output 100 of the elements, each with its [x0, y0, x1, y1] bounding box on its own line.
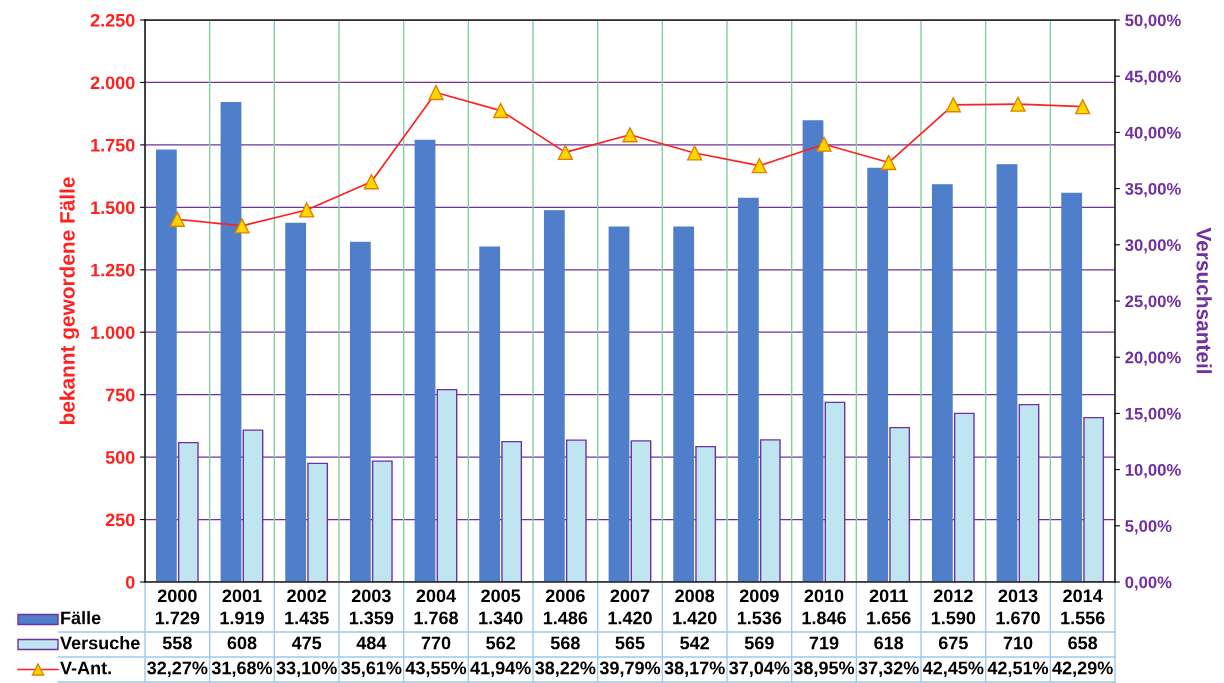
x-tick-label: 2000: [157, 589, 197, 603]
bar: [285, 222, 307, 582]
x-tick-label: 2010: [804, 589, 844, 603]
legend-label: V-Ant.: [60, 661, 111, 675]
data-label: 719: [809, 636, 839, 650]
bar: [867, 167, 889, 582]
data-label: 42,45%: [922, 661, 984, 677]
data-label: 42,51%: [987, 661, 1049, 677]
x-tick-label: 2003: [351, 589, 391, 603]
data-label: 38,95%: [793, 661, 855, 677]
data-label: 1.656: [867, 611, 911, 625]
y-tick-label: 2.250: [90, 13, 135, 27]
data-label: 1.556: [1061, 611, 1105, 625]
data-label: 1.359: [349, 611, 394, 625]
y2-tick-label: 40,00%: [1124, 126, 1181, 142]
y-tick-label: 750: [105, 388, 135, 402]
y-tick-label: 2.000: [90, 76, 135, 90]
data-label: 1.846: [802, 611, 846, 625]
x-tick-label: 2011: [869, 589, 908, 603]
data-label: 658: [1068, 636, 1098, 650]
bar: [479, 246, 501, 582]
bar: [543, 210, 565, 582]
y2-tick-label: 25,00%: [1125, 295, 1181, 310]
bar: [931, 184, 953, 582]
data-label: 675: [938, 636, 968, 650]
bar: [349, 241, 371, 582]
y-tick-label: 1.750: [91, 138, 135, 152]
bar: [737, 197, 759, 582]
data-label: 565: [615, 636, 645, 650]
bar: [608, 226, 630, 582]
data-label: 558: [162, 636, 192, 650]
data-label: 568: [550, 636, 580, 650]
y-tick-label: 1.500: [91, 201, 135, 215]
data-label: 1.340: [479, 611, 523, 625]
data-label: 38,22%: [535, 661, 596, 677]
data-label: 1.729: [155, 611, 200, 625]
bar: [155, 149, 177, 582]
data-label: 710: [1003, 636, 1033, 650]
x-tick-label: 2009: [739, 589, 779, 603]
data-label: 43,55%: [405, 661, 467, 677]
data-label: 618: [874, 636, 904, 650]
y2-tick-label: 50,00%: [1125, 14, 1181, 29]
y2-tick-label: 5,00%: [1125, 520, 1172, 535]
y-tick-label: 1.000: [91, 326, 135, 339]
data-label: 1.670: [996, 611, 1040, 625]
data-label: 1.768: [414, 611, 459, 625]
data-label: 1.536: [737, 611, 782, 625]
data-label: 608: [227, 636, 257, 650]
bar: [414, 139, 436, 582]
y2-tick-label: 45,00%: [1124, 70, 1181, 85]
data-label: 475: [291, 636, 322, 650]
y2-tick-label: 20,00%: [1125, 351, 1181, 366]
x-tick-label: 2005: [481, 589, 521, 603]
x-tick-label: 2002: [287, 589, 327, 603]
y2-axis-title: Versuchsanteil: [1196, 227, 1212, 374]
y-tick-label: 1.250: [91, 263, 135, 277]
data-label: 38,17%: [664, 661, 725, 677]
bar: [1061, 192, 1083, 582]
x-tick-label: 2013: [998, 589, 1038, 603]
y2-tick-label: 0,00%: [1125, 576, 1172, 591]
data-label: 1.486: [543, 611, 588, 625]
data-label: 42,29%: [1052, 661, 1113, 677]
data-label: 770: [421, 636, 451, 650]
data-label: 35,61%: [341, 661, 402, 677]
legend-label: Fälle: [61, 611, 101, 625]
y2-tick-label: 30,00%: [1125, 239, 1181, 254]
data-label: 1.590: [931, 611, 976, 625]
x-tick-label: 2007: [610, 589, 650, 603]
x-tick-label: 2001: [222, 589, 262, 603]
data-label: 41,94%: [470, 661, 531, 677]
y2-tick-label: 10,00%: [1125, 464, 1181, 479]
data-label: 542: [680, 636, 710, 650]
legend-label: Versuche: [60, 636, 140, 650]
bar: [673, 226, 695, 582]
x-tick-label: 2014: [1063, 589, 1103, 603]
data-label: 32,27%: [147, 661, 208, 677]
bar: [220, 101, 242, 582]
y-tick-label: 250: [105, 513, 135, 527]
data-label: 37,04%: [729, 661, 790, 677]
data-label: 1.420: [673, 611, 717, 625]
data-label: 569: [744, 636, 774, 650]
x-tick-label: 2006: [545, 589, 585, 603]
data-label: 31,68%: [211, 661, 273, 677]
data-label: 39,79%: [599, 661, 661, 677]
y-tick-label: 0: [125, 575, 135, 589]
data-label: 562: [486, 636, 516, 650]
bar: [802, 120, 824, 582]
data-label: 33,10%: [276, 661, 337, 677]
data-label: 484: [356, 636, 387, 650]
bar: [996, 164, 1018, 582]
data-label: 1.919: [220, 611, 264, 625]
y2-tick-label: 15,00%: [1125, 407, 1181, 423]
y2-tick-label: 35,00%: [1125, 183, 1181, 198]
y-tick-label: 500: [105, 451, 135, 464]
data-label: 37,32%: [858, 661, 919, 677]
y-axis-title: bekannt gewordene Fälle: [59, 177, 79, 425]
x-tick-label: 2004: [416, 589, 456, 603]
data-label: 1.435: [285, 611, 329, 625]
data-label: 1.420: [608, 611, 652, 625]
x-tick-label: 2012: [933, 589, 973, 603]
